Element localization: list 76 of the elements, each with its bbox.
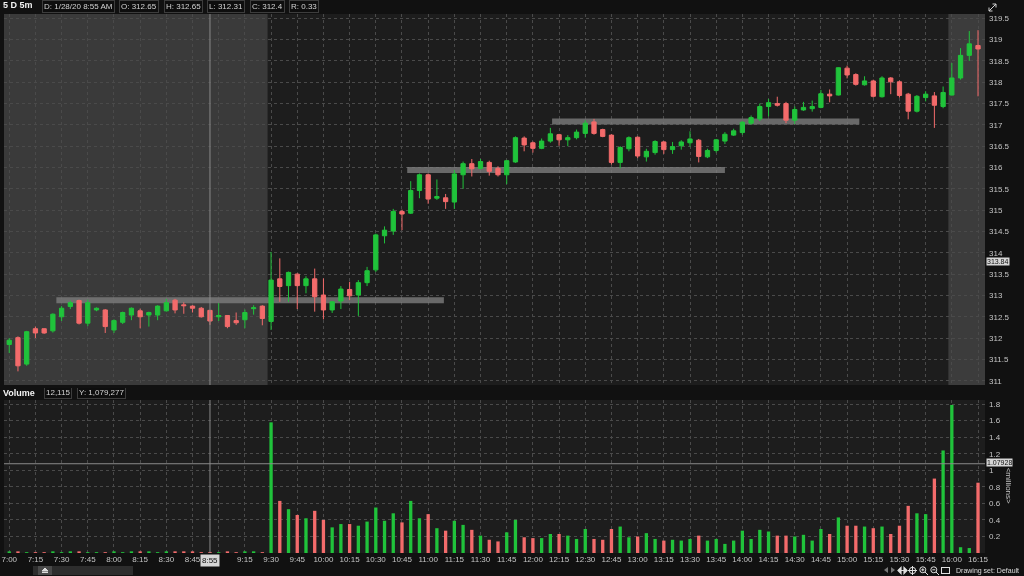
y-tick-label: 1.2 [989,449,1001,459]
text: O: 312.65 [121,2,157,11]
y-tick-label: 314.5 [989,227,1010,237]
x-tick-label: 11:15 [444,555,465,564]
ref-line-label: 8:55 [202,556,219,565]
x-tick-label: 7:00 [1,555,18,564]
y-tick-label: 319.5 [989,14,1010,24]
y-tick-label: 315.5 [989,184,1010,194]
x-tick-label: 12:00 [522,555,544,564]
y-tick-label: 0.8 [989,482,1001,492]
text: H: 312.65 [166,2,202,11]
chart-title: 5 D 5m [3,0,33,11]
y-tick-label: 319 [989,35,1003,45]
y-tick-label: 1.8 [989,399,1001,409]
y-tick-label: 316 [989,163,1003,173]
text: D: 1/28/20 8:55 AM [44,2,113,11]
y-tick-label: 312 [989,333,1003,343]
x-tick-label: 8:30 [158,555,175,564]
x-tick-label: 11:00 [418,555,439,564]
x-tick-label: 16:00 [941,555,963,564]
x-tick-label: 13:15 [653,555,675,564]
x-tick-label: 7:15 [27,555,44,564]
y-tick-label: 0.2 [989,532,1001,542]
x-tick-label: 10:00 [313,555,334,564]
x-tick-label: 15:45 [915,555,937,564]
y-tick-label: 311.5 [989,355,1009,365]
x-tick-label: 8:15 [132,555,149,564]
x-tick-label: 14:45 [810,555,832,564]
x-tick-label: 9:45 [289,555,306,564]
x-tick-label: 15:15 [863,555,884,564]
x-tick-label: 9:30 [263,555,280,564]
y-tick-label: 311 [989,376,1003,386]
x-tick-label: 9:15 [237,555,254,564]
y-tick-label: 1.6 [989,416,1001,426]
y-tick-label: 0.4 [989,515,1001,525]
y-tick-label: 313.5 [989,269,1010,279]
chart-title: Volume [3,388,35,399]
y-axis-title: <millions> [1003,467,1013,505]
x-tick-label: 14:15 [758,555,780,564]
text: R: 0.33 [291,2,318,11]
x-tick-label: 11:45 [497,555,517,564]
y-tick-label: 1 [989,466,994,476]
y-tick-label: 317 [989,120,1003,130]
x-tick-label: 10:15 [339,555,361,564]
x-tick-label: 12:30 [575,555,596,564]
x-tick-label: 15:00 [837,555,858,564]
y-tick-label: 1.4 [989,433,1001,443]
y-tick-label: 318 [989,78,1003,88]
y-tick-label: 317.5 [989,99,1010,109]
x-tick-label: 8:45 [184,555,201,564]
x-tick-label: 8:00 [106,555,123,564]
x-tick-label: 16:15 [968,555,989,564]
x-tick-label: 15:30 [889,555,911,564]
y-tick-label: 314 [989,248,1003,258]
x-tick-label: 12:45 [601,555,622,564]
text: C: 312.4 [252,2,283,11]
text: Y: 1,079,277 [79,388,125,397]
x-tick-label: 12:15 [549,555,570,564]
x-tick-label: 10:45 [391,555,413,564]
x-tick-label: 13:00 [627,555,649,564]
x-tick-label: 13:45 [706,555,727,564]
y-tick-label: 315 [989,205,1003,215]
x-tick-label: 13:30 [679,555,701,564]
x-tick-label: 10:30 [365,555,387,564]
y-tick-label: 313 [989,291,1003,301]
text: 12,115 [46,388,71,397]
y-tick-label: 318.5 [989,56,1010,66]
x-tick-label: 7:30 [53,555,70,564]
y-tick-label: 0.6 [989,499,1001,509]
y-tick-label: 312.5 [989,312,1010,322]
x-tick-label: 7:45 [80,555,97,564]
x-tick-label: 11:30 [470,555,491,564]
x-tick-label: 14:30 [784,555,806,564]
x-tick-label: 14:00 [732,555,753,564]
y-tick-label: 316.5 [989,142,1010,151]
text: L: 312.31 [209,2,243,11]
